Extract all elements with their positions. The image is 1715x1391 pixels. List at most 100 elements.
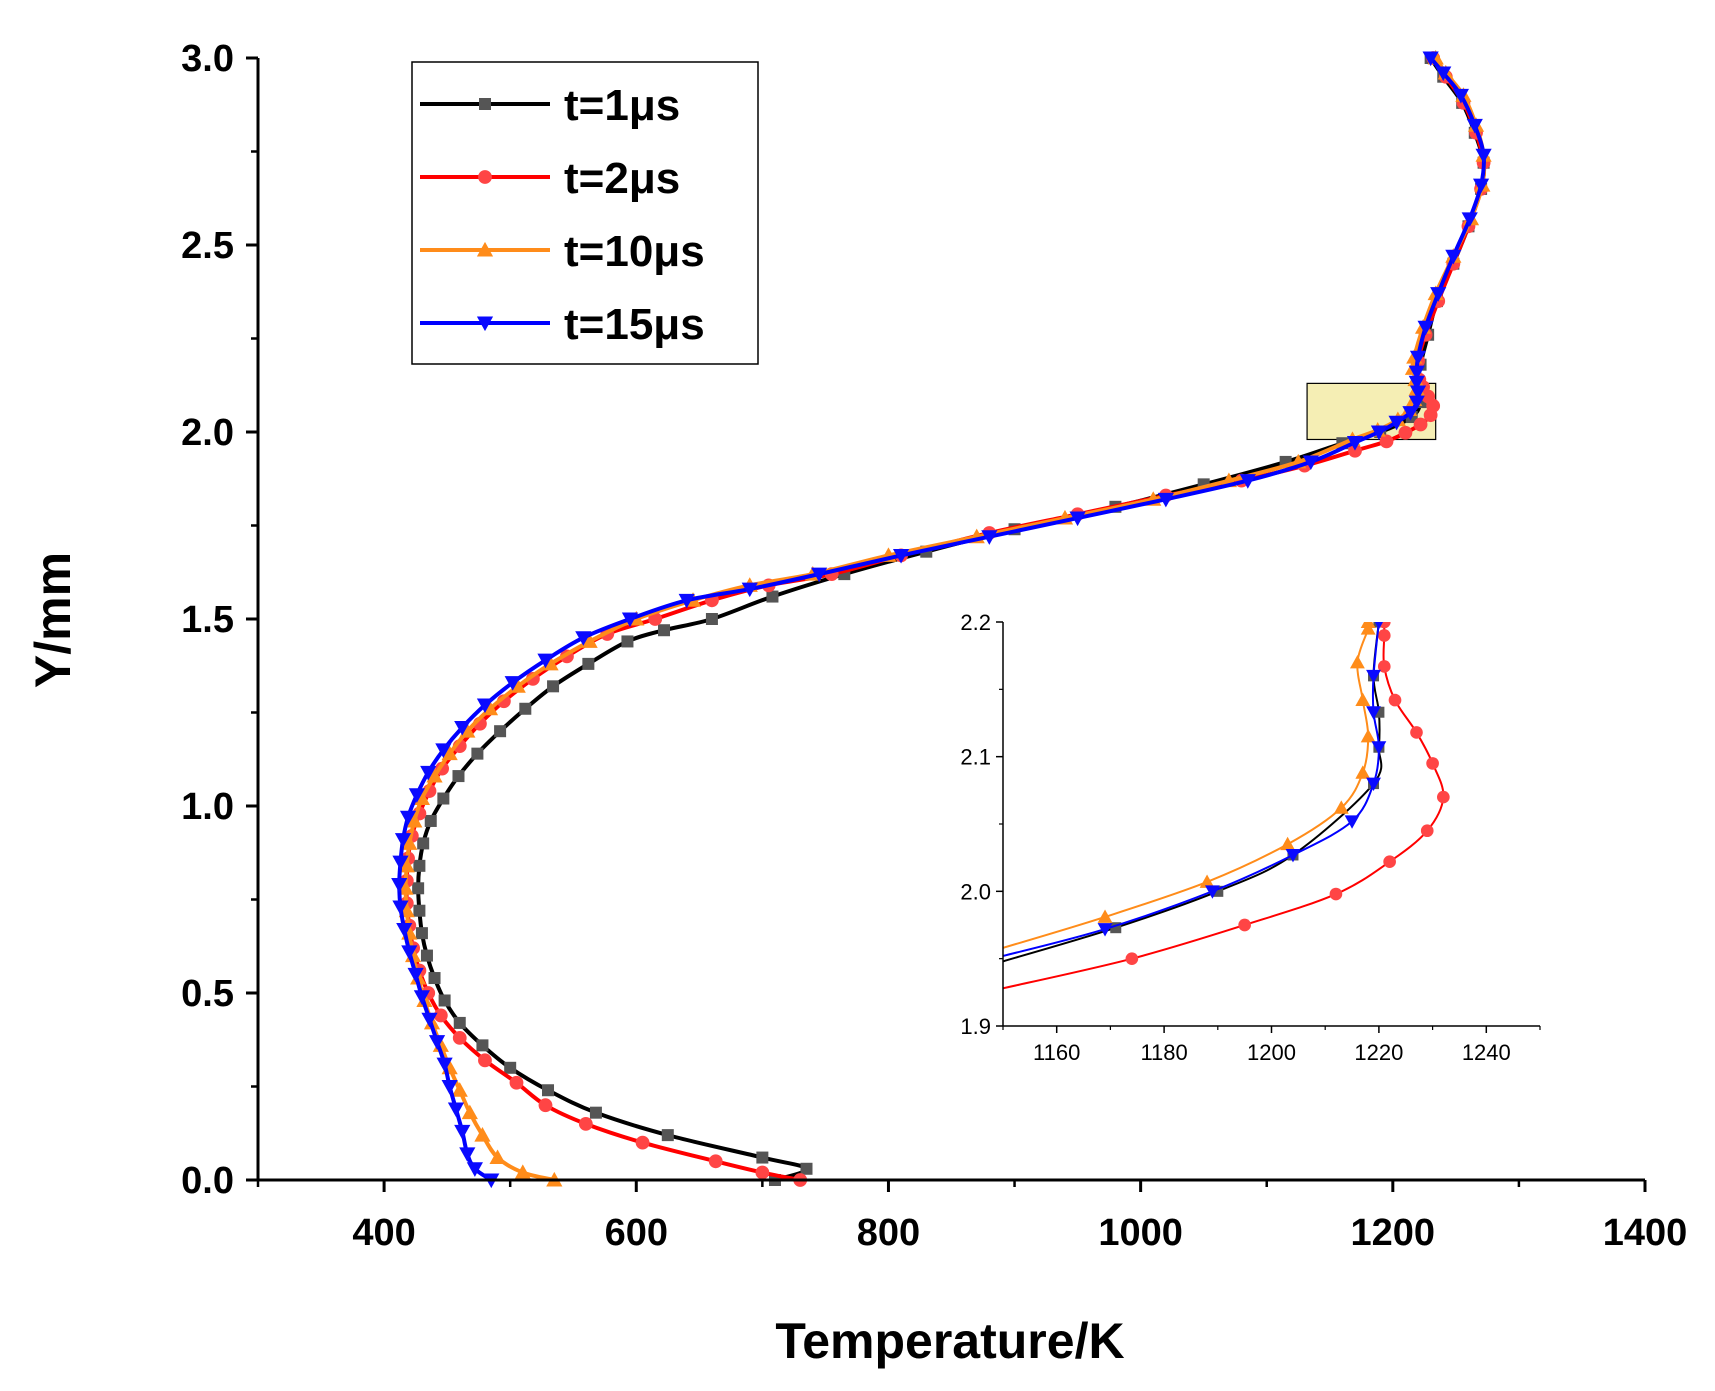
data-point — [478, 1053, 492, 1068]
data-point — [397, 880, 414, 895]
inset-data-point — [1420, 824, 1434, 838]
data-point — [399, 810, 417, 826]
inset-data-point — [1360, 729, 1376, 743]
data-point — [519, 702, 532, 715]
data-point — [755, 1165, 770, 1180]
data-point — [1388, 415, 1405, 431]
data-point — [441, 745, 458, 761]
inset-x-tick-label: 1200 — [1247, 1040, 1296, 1065]
legend-marker — [476, 316, 494, 332]
data-point — [1302, 455, 1319, 471]
legend-label: t=15μs — [564, 300, 705, 349]
data-point — [766, 590, 779, 603]
data-point — [394, 833, 412, 848]
inset-plot: 1.9 2.0 2.1 2.2 1160 1180 1200 1220 1240 — [960, 610, 1541, 1065]
data-point — [454, 1124, 471, 1140]
data-point — [1408, 395, 1425, 411]
data-point — [1239, 474, 1256, 489]
x-tick-label: 600 — [605, 1212, 668, 1254]
data-point — [514, 1164, 531, 1179]
y-tick-label: 1.5 — [181, 599, 234, 641]
data-point — [476, 1039, 489, 1052]
inset-data-point — [1097, 923, 1113, 937]
inset-data-point — [1377, 629, 1391, 642]
inset-data-point — [1366, 669, 1381, 684]
inset-x-tick-label: 1220 — [1354, 1040, 1403, 1065]
inset-data-point — [1383, 855, 1396, 869]
inset-data-point — [1355, 765, 1371, 779]
data-point — [1370, 425, 1388, 441]
data-point — [1069, 511, 1086, 527]
data-point — [1461, 212, 1478, 227]
data-point — [1445, 249, 1462, 265]
data-point — [451, 1082, 468, 1097]
x-tick-label: 1200 — [1351, 1212, 1436, 1254]
data-point — [621, 612, 639, 628]
y-tick-label: 1.0 — [181, 786, 234, 828]
data-point — [621, 635, 634, 648]
data-point — [1409, 385, 1427, 401]
inset-background — [1003, 622, 1540, 1026]
data-point — [392, 900, 409, 916]
data-point — [420, 949, 433, 962]
inset-data-point — [1125, 952, 1139, 965]
data-point — [396, 922, 413, 938]
legend-entry-1: t=1μs — [420, 81, 680, 130]
data-point — [436, 1057, 453, 1073]
data-point — [459, 1147, 476, 1162]
data-point — [391, 878, 408, 893]
data-point — [1452, 88, 1470, 104]
data-point — [1348, 443, 1362, 458]
inset-y-tick-label: 2.2 — [960, 610, 991, 635]
data-point — [428, 1035, 446, 1050]
data-point — [398, 857, 415, 873]
data-point — [678, 593, 695, 609]
legend-label: t=2μs — [564, 154, 680, 203]
data-point — [407, 967, 424, 983]
data-point — [452, 770, 465, 783]
data-point — [504, 676, 521, 691]
inset-data-point — [1110, 922, 1122, 934]
inset-data-point — [1410, 726, 1423, 739]
data-point — [661, 1129, 674, 1142]
x-tick-label: 800 — [857, 1212, 920, 1254]
x-axis-label: Temperature/K — [775, 1313, 1124, 1369]
data-point — [426, 767, 443, 783]
data-point — [648, 612, 663, 626]
data-point — [635, 1135, 650, 1150]
data-point — [1413, 417, 1428, 432]
y-tick-label: 0.5 — [181, 973, 234, 1015]
legend-label: t=1μs — [564, 81, 680, 130]
x-tick-label: 400 — [352, 1212, 415, 1254]
y-tick-label: 2.5 — [181, 225, 234, 267]
data-point — [578, 1117, 593, 1131]
inset-x-tick-label: 1160 — [1033, 1040, 1080, 1065]
data-point — [420, 765, 437, 781]
data-point — [413, 859, 426, 872]
data-point — [658, 624, 671, 637]
data-point — [1409, 350, 1427, 366]
data-point — [1422, 51, 1439, 67]
inset-x-tick-label: 1180 — [1140, 1040, 1187, 1065]
data-point — [892, 548, 910, 564]
data-point — [542, 655, 559, 671]
inset-data-point — [1371, 741, 1387, 755]
data-point — [581, 633, 598, 648]
data-point — [441, 1080, 458, 1095]
data-point — [415, 927, 428, 940]
inset-data-point — [1360, 622, 1376, 635]
inset-data-point — [1199, 874, 1215, 888]
inset-data-point — [1366, 706, 1381, 720]
inset-data-point — [1212, 885, 1224, 897]
legend-label: t=10μs — [564, 227, 705, 276]
inset-data-point — [1238, 918, 1251, 932]
legend-box — [411, 61, 759, 365]
y-tick-label: 2.0 — [181, 412, 234, 454]
x-tick-label: 1400 — [1603, 1212, 1688, 1254]
y-tick-label: 0.0 — [181, 1160, 234, 1202]
data-point — [1398, 425, 1413, 440]
data-point — [1408, 375, 1425, 391]
data-point — [435, 743, 452, 758]
data-point — [481, 700, 499, 716]
data-point — [428, 972, 441, 985]
